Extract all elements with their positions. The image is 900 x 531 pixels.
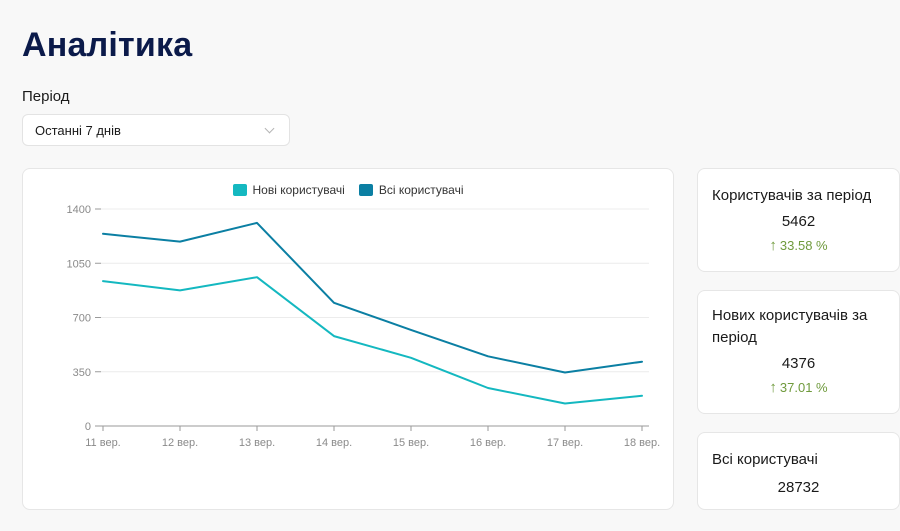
x-tick-label: 13 вер. [239,437,275,449]
y-tick-label: 700 [73,313,91,325]
legend-label-new-users: Нові користувачі [252,183,345,197]
period-select[interactable]: Останні 7 днів [22,114,290,146]
x-tick-label: 14 вер. [316,437,352,449]
stat-change-value: 33.58 % [779,238,828,253]
legend-label-all-users: Всі користувачі [378,183,464,197]
legend-item-all-users[interactable]: Всі користувачі [358,183,464,197]
legend-swatch-new-users [232,184,247,196]
stat-card-users-period: Користувачів за період 5462 ↑ 33.58 % [697,168,900,272]
legend-swatch-all-users [358,184,373,196]
stat-value: 5462 [781,213,816,230]
y-tick-label: 1050 [67,258,91,270]
stat-change: ↑ 37.01 % [712,380,885,395]
stat-change: ↑ 33.58 % [712,238,885,253]
chevron-down-icon [264,123,275,133]
chart-card: 0 350 700 1050 1400 11 вер. 12 вер. 13 вер. 14 в… [22,168,674,510]
users-line-chart: 0 350 700 1050 1400 11 вер. 12 вер. 13 вер. 14 в… [67,204,661,449]
stat-title: Користувачів за період [712,187,872,204]
x-tick-label: 15 вер. [393,437,429,449]
x-tick-label: 18 вер. [624,437,660,449]
stat-title: Всі користувачі [712,451,818,468]
x-tick-label: 16 вер. [470,437,506,449]
y-tick-label: 0 [85,421,91,433]
period-label: Період [22,88,70,105]
stat-card-all-users: Всі користувачі 28732 [697,432,900,510]
x-tick-label: 11 вер. [85,437,121,449]
series-line-all-users [102,221,643,374]
stat-change-value: 37.01 % [779,380,828,395]
y-tick-label: 350 [73,367,91,379]
arrow-up-icon: ↑ [769,379,777,396]
stat-value: 4376 [781,355,816,372]
arrow-up-icon: ↑ [769,237,777,254]
x-tick-label: 12 вер. [162,437,198,449]
y-tick-label: 1400 [67,204,91,216]
page-title: Аналітика [22,26,193,64]
stat-title: Нових користувачів за період [712,307,868,346]
stat-card-new-users-period: Нових користувачів за період 4376 ↑ 37.0… [697,290,900,414]
series-line-new-users [102,276,643,405]
chart-legend: Нові користувачі Всі користувачі [23,183,673,197]
stat-value: 28732 [777,479,820,496]
period-select-value: Останні 7 днів [35,122,121,138]
x-tick-label: 17 вер. [547,437,583,449]
legend-item-new-users[interactable]: Нові користувачі [232,183,345,197]
